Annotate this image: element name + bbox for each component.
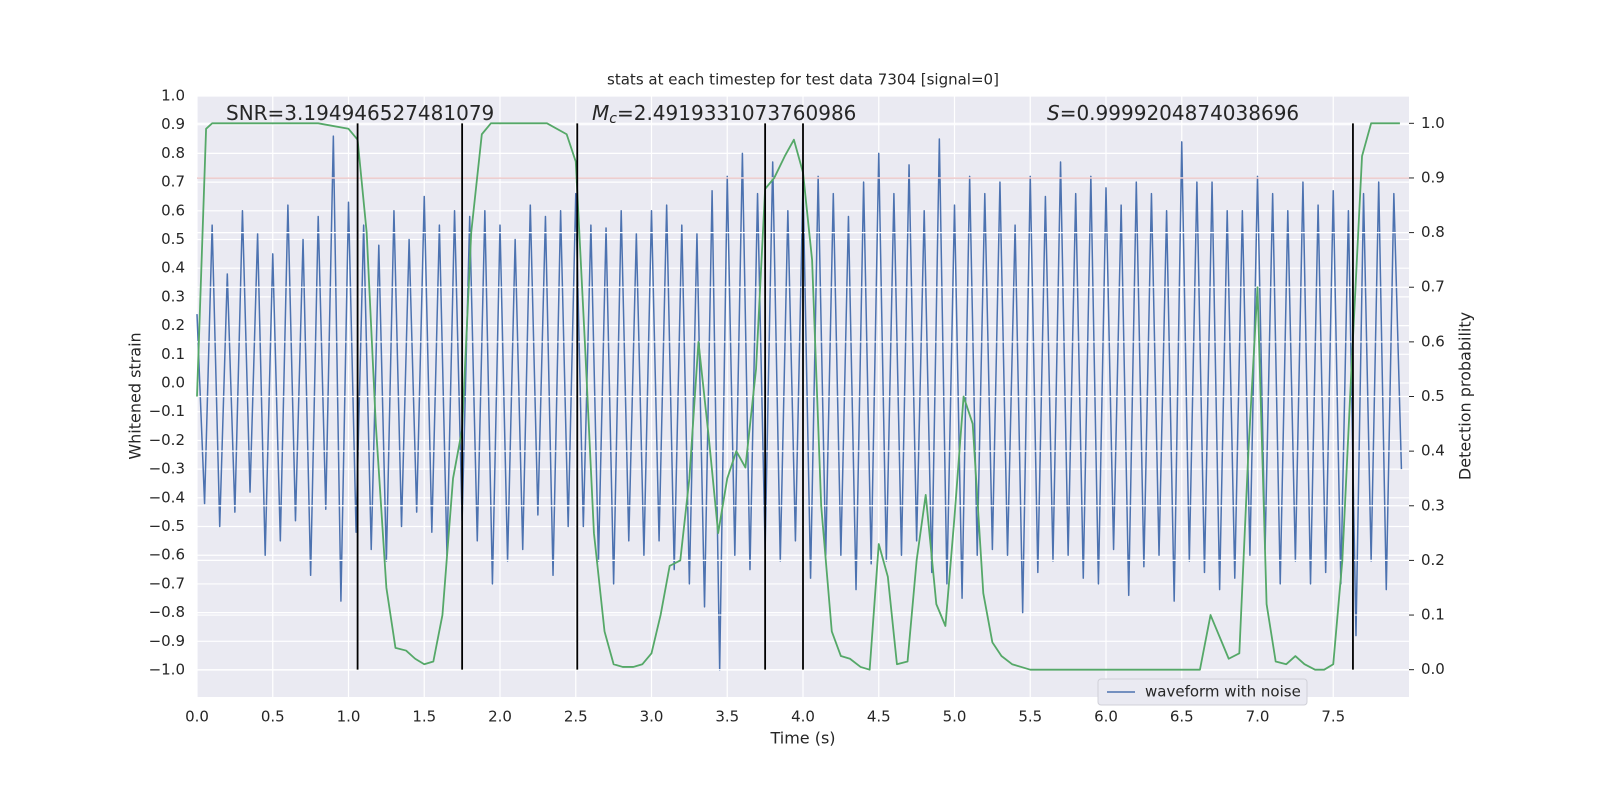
- annotation: SNR=3.194946527481079: [226, 101, 494, 125]
- y-tick-label: −0.5: [149, 517, 185, 535]
- x-tick-label: 7.5: [1321, 708, 1345, 726]
- chart-title: stats at each timestep for test data 730…: [607, 71, 999, 89]
- x-tick-label: 6.0: [1094, 708, 1118, 726]
- y2-tick-label: 0.7: [1421, 278, 1445, 296]
- x-tick-label: 1.5: [412, 708, 436, 726]
- x-tick-label: 3.5: [715, 708, 739, 726]
- annotation-text: SNR=3.194946527481079: [226, 101, 494, 125]
- y-tick-label: 0.9: [161, 115, 185, 133]
- y2-axis-label: Detection probability: [1456, 312, 1475, 480]
- annotation-text: =0.9999204874038696: [1060, 101, 1299, 125]
- y-tick-label: −0.9: [149, 632, 185, 650]
- y-tick-label: −0.7: [149, 574, 185, 592]
- y-tick-label: −0.1: [149, 402, 185, 420]
- y-tick-label: 1.0: [161, 87, 185, 105]
- x-tick-label: 2.5: [564, 708, 588, 726]
- annotation-subscript: c: [609, 111, 617, 127]
- y2-tick-label: 0.9: [1421, 168, 1445, 186]
- x-tick-label: 4.0: [791, 708, 815, 726]
- x-tick-label: 1.0: [337, 708, 361, 726]
- annotation-symbol: S: [1047, 101, 1060, 125]
- y2-tick-label: 0.8: [1421, 223, 1445, 241]
- y2-tick-label: 0.1: [1421, 606, 1445, 624]
- y-tick-label: 0.1: [161, 345, 185, 363]
- x-tick-label: 0.0: [185, 708, 209, 726]
- legend-box: [1097, 678, 1308, 706]
- y-tick-label: 0.7: [161, 173, 185, 191]
- annotation: Mc=2.4919331073760986: [592, 101, 856, 128]
- x-axis-label: Time (s): [769, 729, 835, 748]
- y2-tick-label: 0.6: [1421, 332, 1445, 350]
- y2-tick-label: 0.2: [1421, 551, 1445, 569]
- y2-tick-label: 1.0: [1421, 114, 1445, 132]
- probability-line: [196, 122, 1400, 671]
- y-tick-label: 0.0: [161, 374, 185, 392]
- x-tick-label: 5.0: [943, 708, 967, 726]
- y-tick-label: −0.2: [149, 431, 185, 449]
- y-tick-label: −1.0: [149, 661, 185, 679]
- x-tick-label: 6.5: [1170, 708, 1194, 726]
- x-tick-label: 5.5: [1018, 708, 1042, 726]
- y2-tick-label: 0.5: [1421, 387, 1445, 405]
- x-tick-label: 2.0: [488, 708, 512, 726]
- legend-label: waveform with noise: [1145, 683, 1301, 701]
- y2-tick-label: 0.4: [1421, 442, 1445, 460]
- annotation-symbol: M: [592, 101, 609, 125]
- x-tick-label: 0.5: [261, 708, 285, 726]
- y-tick-label: 0.5: [161, 230, 185, 248]
- y2-tick-label: 0.3: [1421, 496, 1445, 514]
- y-tick-label: −0.6: [149, 546, 185, 564]
- x-tick-label: 4.5: [867, 708, 891, 726]
- y2-tick-label: 0.0: [1421, 660, 1445, 678]
- y-tick-label: −0.3: [149, 460, 185, 478]
- y-axis-label: Whitened strain: [126, 332, 145, 459]
- y-tick-label: 0.8: [161, 144, 185, 162]
- y-tick-label: 0.6: [161, 201, 185, 219]
- annotation: S=0.9999204874038696: [1047, 101, 1299, 125]
- y-tick-label: −0.8: [149, 603, 185, 621]
- waveform-line: [196, 135, 1403, 671]
- y-tick-label: 0.3: [161, 287, 185, 305]
- y-tick-label: −0.4: [149, 488, 185, 506]
- y-tick-label: 0.4: [161, 259, 185, 277]
- annotation-text: =2.4919331073760986: [617, 101, 856, 125]
- x-tick-label: 3.0: [640, 708, 664, 726]
- y-tick-label: 0.2: [161, 316, 185, 334]
- x-tick-label: 7.0: [1246, 708, 1270, 726]
